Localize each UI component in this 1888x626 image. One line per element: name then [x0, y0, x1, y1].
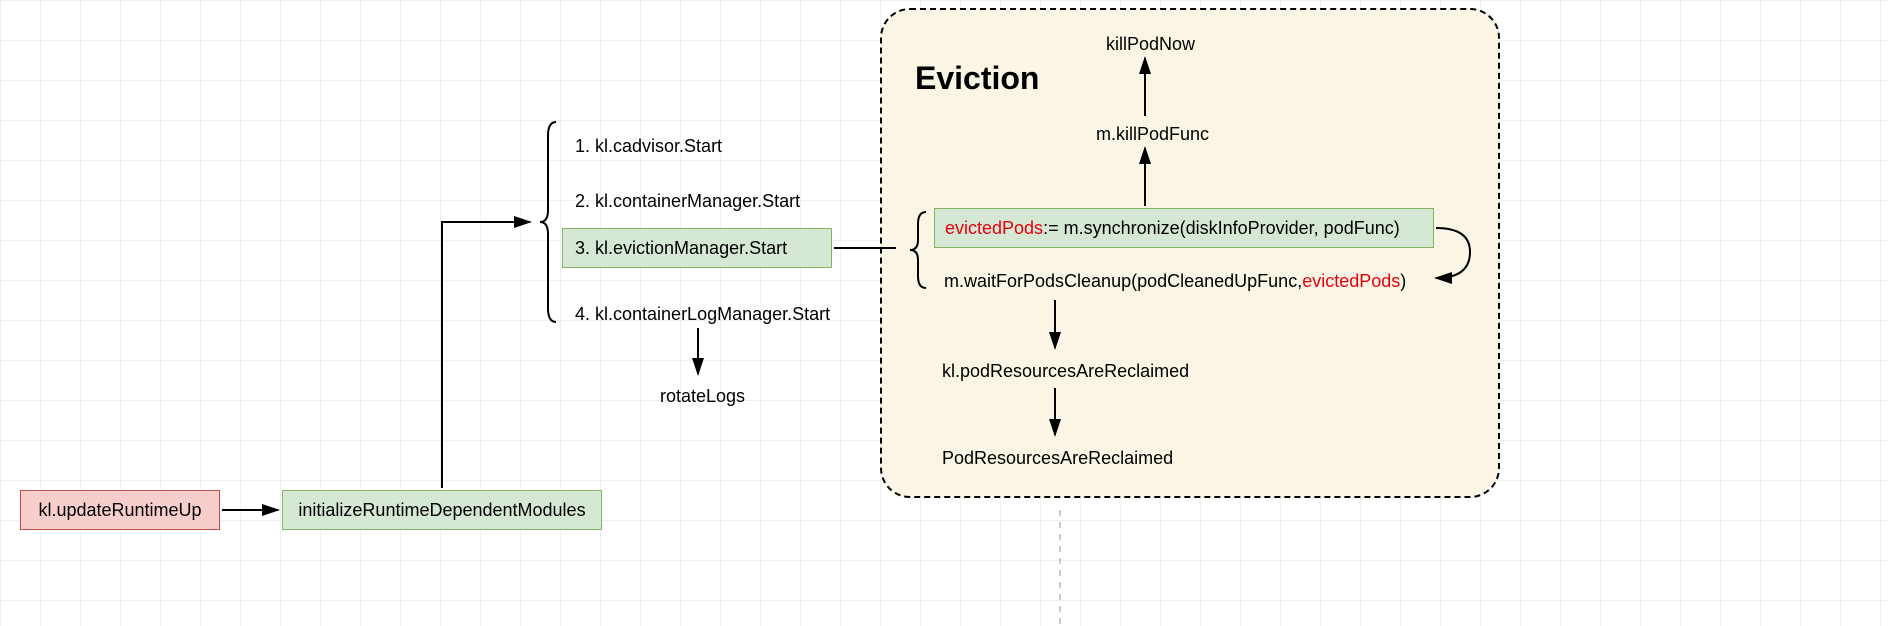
node-synchronize: evictedPods := m.synchronize(diskInfoPro…: [934, 208, 1434, 248]
node-list-item-3: 3. kl.evictionManager.Start: [562, 228, 832, 268]
node-list-item-2: 2. kl.containerManager.Start: [565, 185, 810, 218]
node-list-item-4: 4. kl.containerLogManager.Start: [565, 298, 840, 331]
node-update-runtime-up: kl.updateRuntimeUp: [20, 490, 220, 530]
node-kill-pod-now: killPodNow: [1096, 28, 1205, 61]
text-evicted-pods-2: evictedPods: [1302, 271, 1400, 292]
node-pod-res-reclaimed-2: PodResourcesAreReclaimed: [932, 442, 1183, 475]
node-pod-res-reclaimed-1: kl.podResourcesAreReclaimed: [932, 355, 1199, 388]
node-wait-cleanup: m.waitForPodsCleanup(podCleanedUpFunc, e…: [934, 265, 1416, 298]
text-wait-suffix: ): [1400, 271, 1406, 292]
eviction-title: Eviction: [915, 60, 1039, 97]
node-list-item-1: 1. kl.cadvisor.Start: [565, 130, 732, 163]
text-wait-prefix: m.waitForPodsCleanup(podCleanedUpFunc,: [944, 271, 1302, 292]
text-sync-suffix: := m.synchronize(diskInfoProvider, podFu…: [1043, 218, 1400, 239]
node-kill-pod-func: m.killPodFunc: [1086, 118, 1219, 151]
node-rotate-logs: rotateLogs: [650, 380, 755, 413]
text-evicted-pods: evictedPods: [945, 218, 1043, 239]
node-init-modules: initializeRuntimeDependentModules: [282, 490, 602, 530]
